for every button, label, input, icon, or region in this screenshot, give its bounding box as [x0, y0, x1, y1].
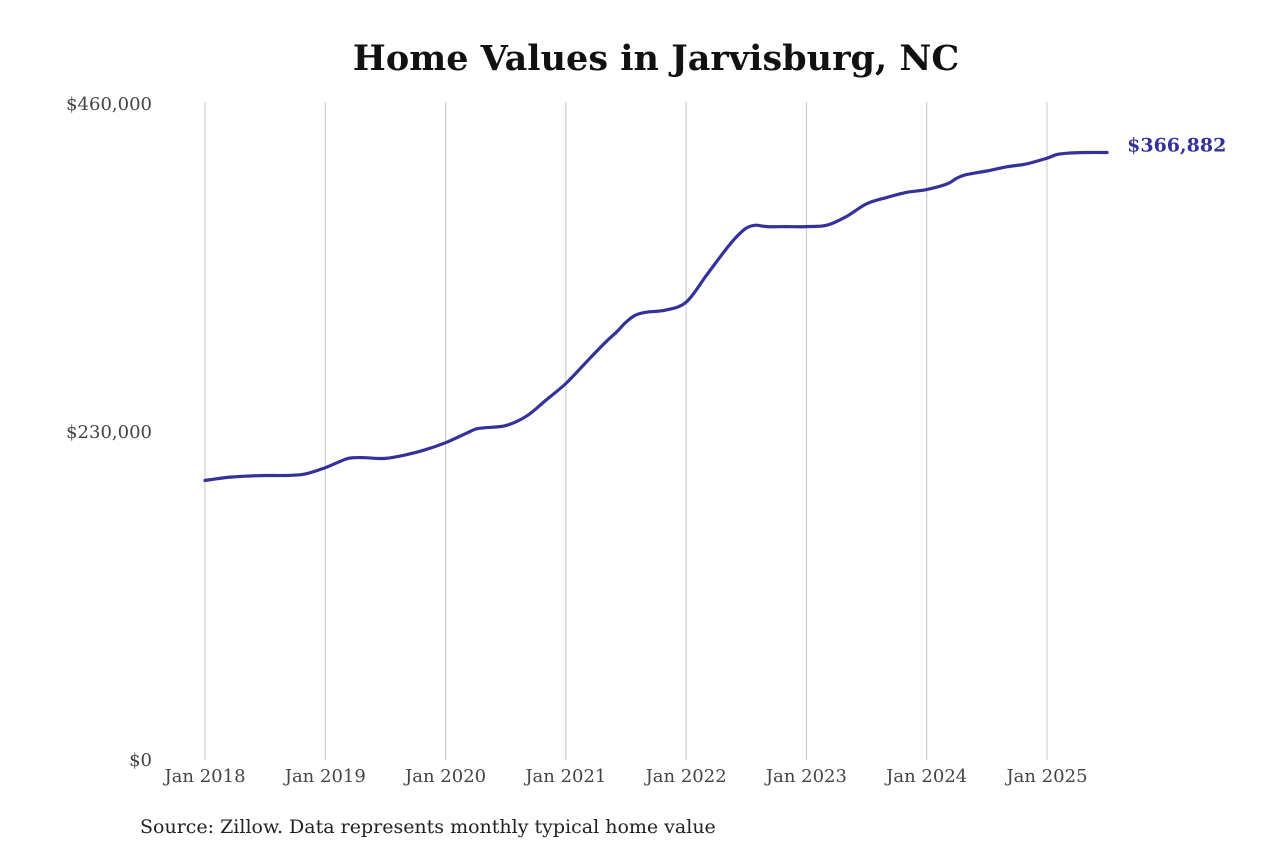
x-tick-label: Jan 2021 [523, 766, 606, 787]
x-tick-label: Jan 2023 [764, 766, 847, 787]
x-tick-label: Jan 2020 [403, 766, 486, 787]
gridlines [204, 102, 1048, 760]
x-tick-label: Jan 2019 [283, 766, 366, 787]
x-tick-label: Jan 2018 [162, 766, 245, 787]
y-axis-ticks: $460,000 $230,000 $0 [66, 94, 152, 771]
x-tick-label: Jan 2024 [884, 766, 967, 787]
chart-title: Home Values in Jarvisburg, NC [352, 38, 960, 79]
y-tick-label: $230,000 [66, 422, 152, 443]
x-tick-label: Jan 2022 [644, 766, 727, 787]
end-value-label: $366,882 [1127, 134, 1226, 156]
series-line [203, 150, 1109, 483]
x-axis-ticks: Jan 2018 Jan 2019 Jan 2020 Jan 2021 Jan 2022… [162, 766, 1087, 787]
source-note: Source: Zillow. Data represents monthly … [140, 816, 716, 838]
y-tick-label: $460,000 [66, 94, 152, 115]
y-tick-label: $0 [129, 750, 152, 771]
x-tick-label: Jan 2025 [1004, 766, 1087, 787]
